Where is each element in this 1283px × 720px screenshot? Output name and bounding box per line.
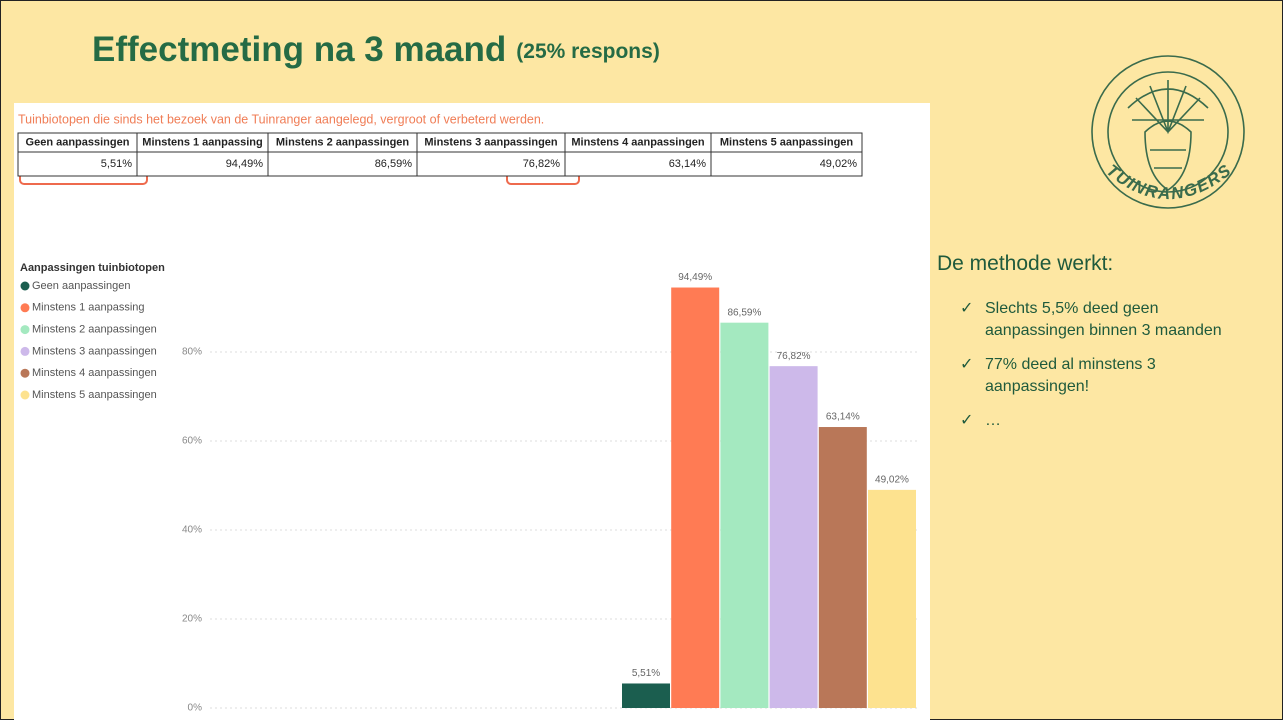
y-tick-label: 80%	[182, 347, 202, 358]
data-label: 76,82%	[777, 351, 811, 362]
data-label: 94,49%	[678, 272, 712, 283]
data-label: 5,51%	[632, 668, 660, 679]
table-caption: Tuinbiotopen die sinds het bezoek van de…	[18, 112, 544, 126]
table-value: 5,51%	[101, 158, 132, 170]
table-header: Minstens 4 aanpassingen	[571, 136, 705, 148]
table-cell	[136, 151, 269, 177]
table-cell	[267, 151, 418, 177]
table-value: 76,82%	[523, 158, 561, 170]
table-header: Minstens 2 aanpassingen	[276, 136, 410, 148]
table-cell	[710, 151, 863, 177]
legend-label: Minstens 2 aanpassingen	[32, 324, 157, 336]
bar	[720, 322, 769, 708]
y-tick-label: 60%	[182, 436, 202, 447]
bullet: Slechts 5,5% deed geen aanpassingen binn…	[960, 298, 1257, 342]
y-tick-label: 20%	[182, 614, 202, 625]
title-main: Effectmeting na 3 maand	[92, 30, 506, 69]
table-value: 86,59%	[375, 158, 413, 170]
legend-swatch	[20, 281, 30, 291]
legend-title: Aanpassingen tuinbiotopen	[20, 262, 165, 274]
sidebar: De methode werkt: Slechts 5,5% deed geen…	[937, 252, 1257, 444]
legend-label: Minstens 1 aanpassing	[32, 302, 145, 314]
y-tick-label: 0%	[188, 703, 203, 714]
table-header: Minstens 5 aanpassingen	[720, 136, 854, 148]
bullet: 77% deed al minstens 3 aanpassingen!	[960, 354, 1257, 398]
bar	[622, 683, 670, 708]
logo	[1091, 55, 1245, 209]
bullet-list: Slechts 5,5% deed geen aanpassingen binn…	[937, 298, 1257, 432]
bar	[868, 489, 916, 708]
bar	[818, 427, 867, 708]
sidebar-heading: De methode werkt:	[937, 252, 1114, 275]
legend-swatch	[20, 303, 30, 313]
table-header: Geen aanpassingen	[26, 136, 130, 148]
table-value: 63,14%	[669, 158, 707, 170]
legend-label: Geen aanpassingen	[32, 280, 130, 292]
table-cell	[17, 151, 138, 177]
title-note: (25% respons)	[516, 40, 660, 63]
bar	[671, 287, 720, 708]
slide-title: Effectmeting na 3 maand (25% respons)	[92, 30, 660, 69]
legend-swatch	[20, 346, 30, 356]
legend-swatch	[20, 325, 30, 335]
legend-label: Minstens 4 aanpassingen	[32, 367, 157, 379]
legend-label: Minstens 3 aanpassingen	[32, 345, 157, 357]
legend-swatch	[20, 390, 30, 400]
bar	[769, 366, 818, 708]
table-header: Minstens 3 aanpassingen	[424, 136, 558, 148]
table-value: 94,49%	[226, 158, 264, 170]
table-cell	[416, 151, 566, 177]
data-label: 49,02%	[875, 475, 909, 486]
table-header: Minstens 1 aanpassing	[142, 136, 262, 148]
y-tick-label: 40%	[182, 525, 202, 536]
data-label: 63,14%	[826, 412, 860, 423]
bullet: …	[960, 410, 1257, 432]
data-label: 86,59%	[727, 307, 761, 318]
legend-swatch	[20, 368, 30, 378]
legend-label: Minstens 5 aanpassingen	[32, 389, 157, 401]
table-value: 49,02%	[820, 158, 858, 170]
